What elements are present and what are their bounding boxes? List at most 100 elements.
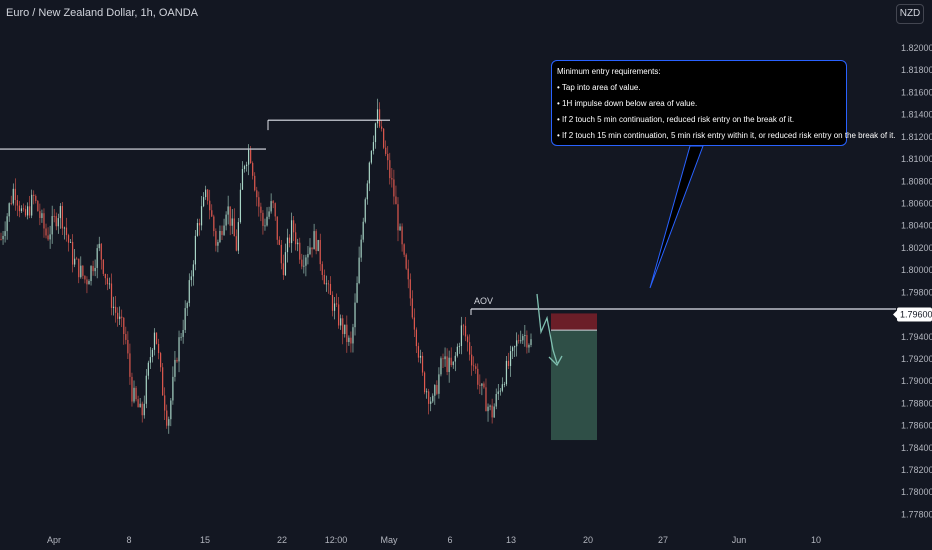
candle-down (84, 275, 86, 280)
candle-up (290, 220, 293, 244)
candle-up (364, 199, 366, 222)
candle-up (368, 162, 370, 184)
candle-up (20, 208, 23, 212)
entry-requirements-callout[interactable]: Minimum entry requirements: • Tap into a… (551, 60, 896, 146)
candle-up (340, 318, 342, 326)
candle-up (194, 235, 197, 265)
candle-up (456, 346, 458, 356)
currency-selector-button[interactable]: NZD (896, 4, 924, 24)
candle-up (149, 357, 151, 363)
candle-up (352, 327, 354, 344)
x-tick-label: 12:00 (325, 535, 348, 545)
y-tick-label: 1.79800 (901, 287, 932, 297)
candle-up (196, 222, 199, 236)
candle-down (33, 194, 35, 196)
candle-down (393, 179, 395, 197)
candle-up (360, 239, 362, 258)
candle-down (106, 278, 109, 285)
candle-down (479, 384, 481, 386)
aov-label: AOV (474, 296, 493, 306)
candle-up (182, 329, 184, 337)
candle-down (383, 128, 385, 148)
candle-up (520, 340, 522, 342)
candle-up (241, 169, 244, 190)
candle-down (403, 244, 405, 255)
candle-down (477, 368, 479, 385)
candle-up (454, 355, 456, 362)
candle-down (53, 216, 55, 217)
candle-down (215, 231, 217, 246)
candle-down (260, 206, 262, 213)
candle-down (299, 242, 301, 260)
candle-down (276, 216, 278, 240)
candle-up (63, 227, 66, 229)
candle-down (35, 195, 37, 202)
candle-up (248, 149, 250, 165)
x-tick-label: 6 (447, 535, 452, 545)
candle-up (186, 302, 188, 309)
candle-up (94, 267, 96, 272)
candle-up (12, 188, 14, 204)
candle-down (321, 264, 323, 275)
candle-up (108, 283, 111, 285)
candle-up (2, 235, 4, 240)
candle-up (493, 406, 495, 418)
time-axis[interactable]: Apr 8 15 22 12:00 May 6 13 20 27 Jun 10 (47, 535, 821, 545)
candle-down (160, 353, 162, 368)
candle-up (151, 349, 154, 358)
candle-down (387, 153, 389, 161)
callout-pointer (649, 145, 704, 289)
candle-up (184, 308, 186, 330)
y-tick-label: 1.80600 (901, 198, 932, 208)
candle-up (227, 206, 229, 215)
x-tick-label: 10 (811, 535, 821, 545)
candle-down (213, 216, 215, 232)
candle-up (153, 332, 156, 350)
candle-down (162, 367, 164, 396)
candle-down (233, 218, 235, 237)
candle-down (395, 196, 397, 205)
candle-up (57, 218, 59, 227)
candle-down (110, 283, 113, 308)
candle-up (495, 393, 497, 407)
x-tick-label: 20 (583, 535, 593, 545)
candle-up (112, 306, 115, 308)
candle-up (231, 218, 233, 226)
candle-down (407, 268, 409, 280)
candle-down (137, 399, 139, 408)
candle-up (366, 183, 368, 200)
candle-up (266, 216, 268, 226)
candle-down (164, 395, 166, 411)
candle-down (278, 239, 280, 245)
candle-up (487, 406, 489, 412)
price-axis[interactable]: 1.82000 1.81800 1.81600 1.81400 1.81200 1.810… (893, 43, 932, 519)
candle-down (127, 339, 129, 354)
candle-down (413, 317, 415, 330)
y-tick-label: 1.81400 (901, 110, 932, 120)
candle-up (200, 206, 203, 226)
candle-down (18, 205, 21, 212)
candle-down (466, 336, 469, 343)
candle-down (121, 316, 123, 318)
candle-down (329, 283, 332, 295)
position-tool[interactable] (536, 293, 597, 441)
candle-down (24, 209, 27, 216)
candle-up (145, 375, 147, 404)
candle-up (354, 302, 356, 328)
candle-up (297, 242, 299, 245)
candle-down (235, 236, 237, 251)
candle-up (143, 403, 145, 416)
candle-down (92, 266, 94, 272)
candle-up (516, 340, 518, 347)
candle-down (491, 405, 493, 418)
candle-down (10, 203, 12, 205)
candle-down (250, 149, 252, 164)
candle-down (272, 201, 274, 204)
candle-down (100, 243, 102, 260)
candle-up (305, 257, 307, 266)
candle-up (444, 356, 446, 360)
candle-up (356, 283, 358, 303)
candle-down (252, 163, 254, 176)
candle-up (31, 194, 33, 216)
candle-up (440, 358, 442, 375)
